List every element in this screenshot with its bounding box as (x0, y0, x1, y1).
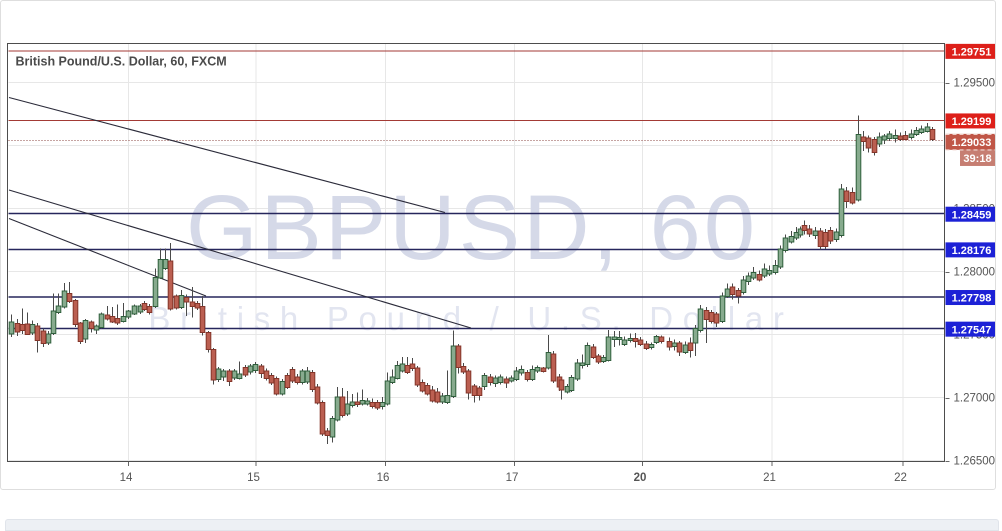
svg-text:1.29751: 1.29751 (952, 47, 992, 59)
svg-text:16: 16 (377, 472, 390, 484)
svg-text:14: 14 (120, 472, 133, 484)
svg-text:1.27000: 1.27000 (954, 393, 996, 405)
svg-text:1.29199: 1.29199 (952, 116, 992, 128)
svg-text:British Pound/U.S. Dollar, 60,: British Pound/U.S. Dollar, 60, FXCM (16, 55, 227, 69)
svg-text:1.27547: 1.27547 (952, 324, 992, 336)
svg-text:17: 17 (506, 472, 519, 484)
svg-text:1.27798: 1.27798 (952, 293, 992, 305)
svg-text:1.28459: 1.28459 (952, 209, 992, 221)
svg-text:1.29033: 1.29033 (952, 137, 992, 149)
svg-text:GBPUSD, 60: GBPUSD, 60 (186, 177, 758, 279)
svg-text:1.28176: 1.28176 (952, 245, 992, 257)
svg-text:39:18: 39:18 (963, 153, 991, 165)
svg-text:20: 20 (634, 472, 647, 484)
svg-text:21: 21 (763, 472, 776, 484)
svg-text:22: 22 (894, 472, 907, 484)
svg-text:15: 15 (247, 472, 260, 484)
svg-text:1.29500: 1.29500 (954, 78, 996, 90)
svg-text:1.26500: 1.26500 (954, 456, 996, 468)
svg-text:British Pound / U.S. Dollar: British Pound / U.S. Dollar (148, 300, 793, 337)
svg-text:1.28000: 1.28000 (954, 267, 996, 279)
